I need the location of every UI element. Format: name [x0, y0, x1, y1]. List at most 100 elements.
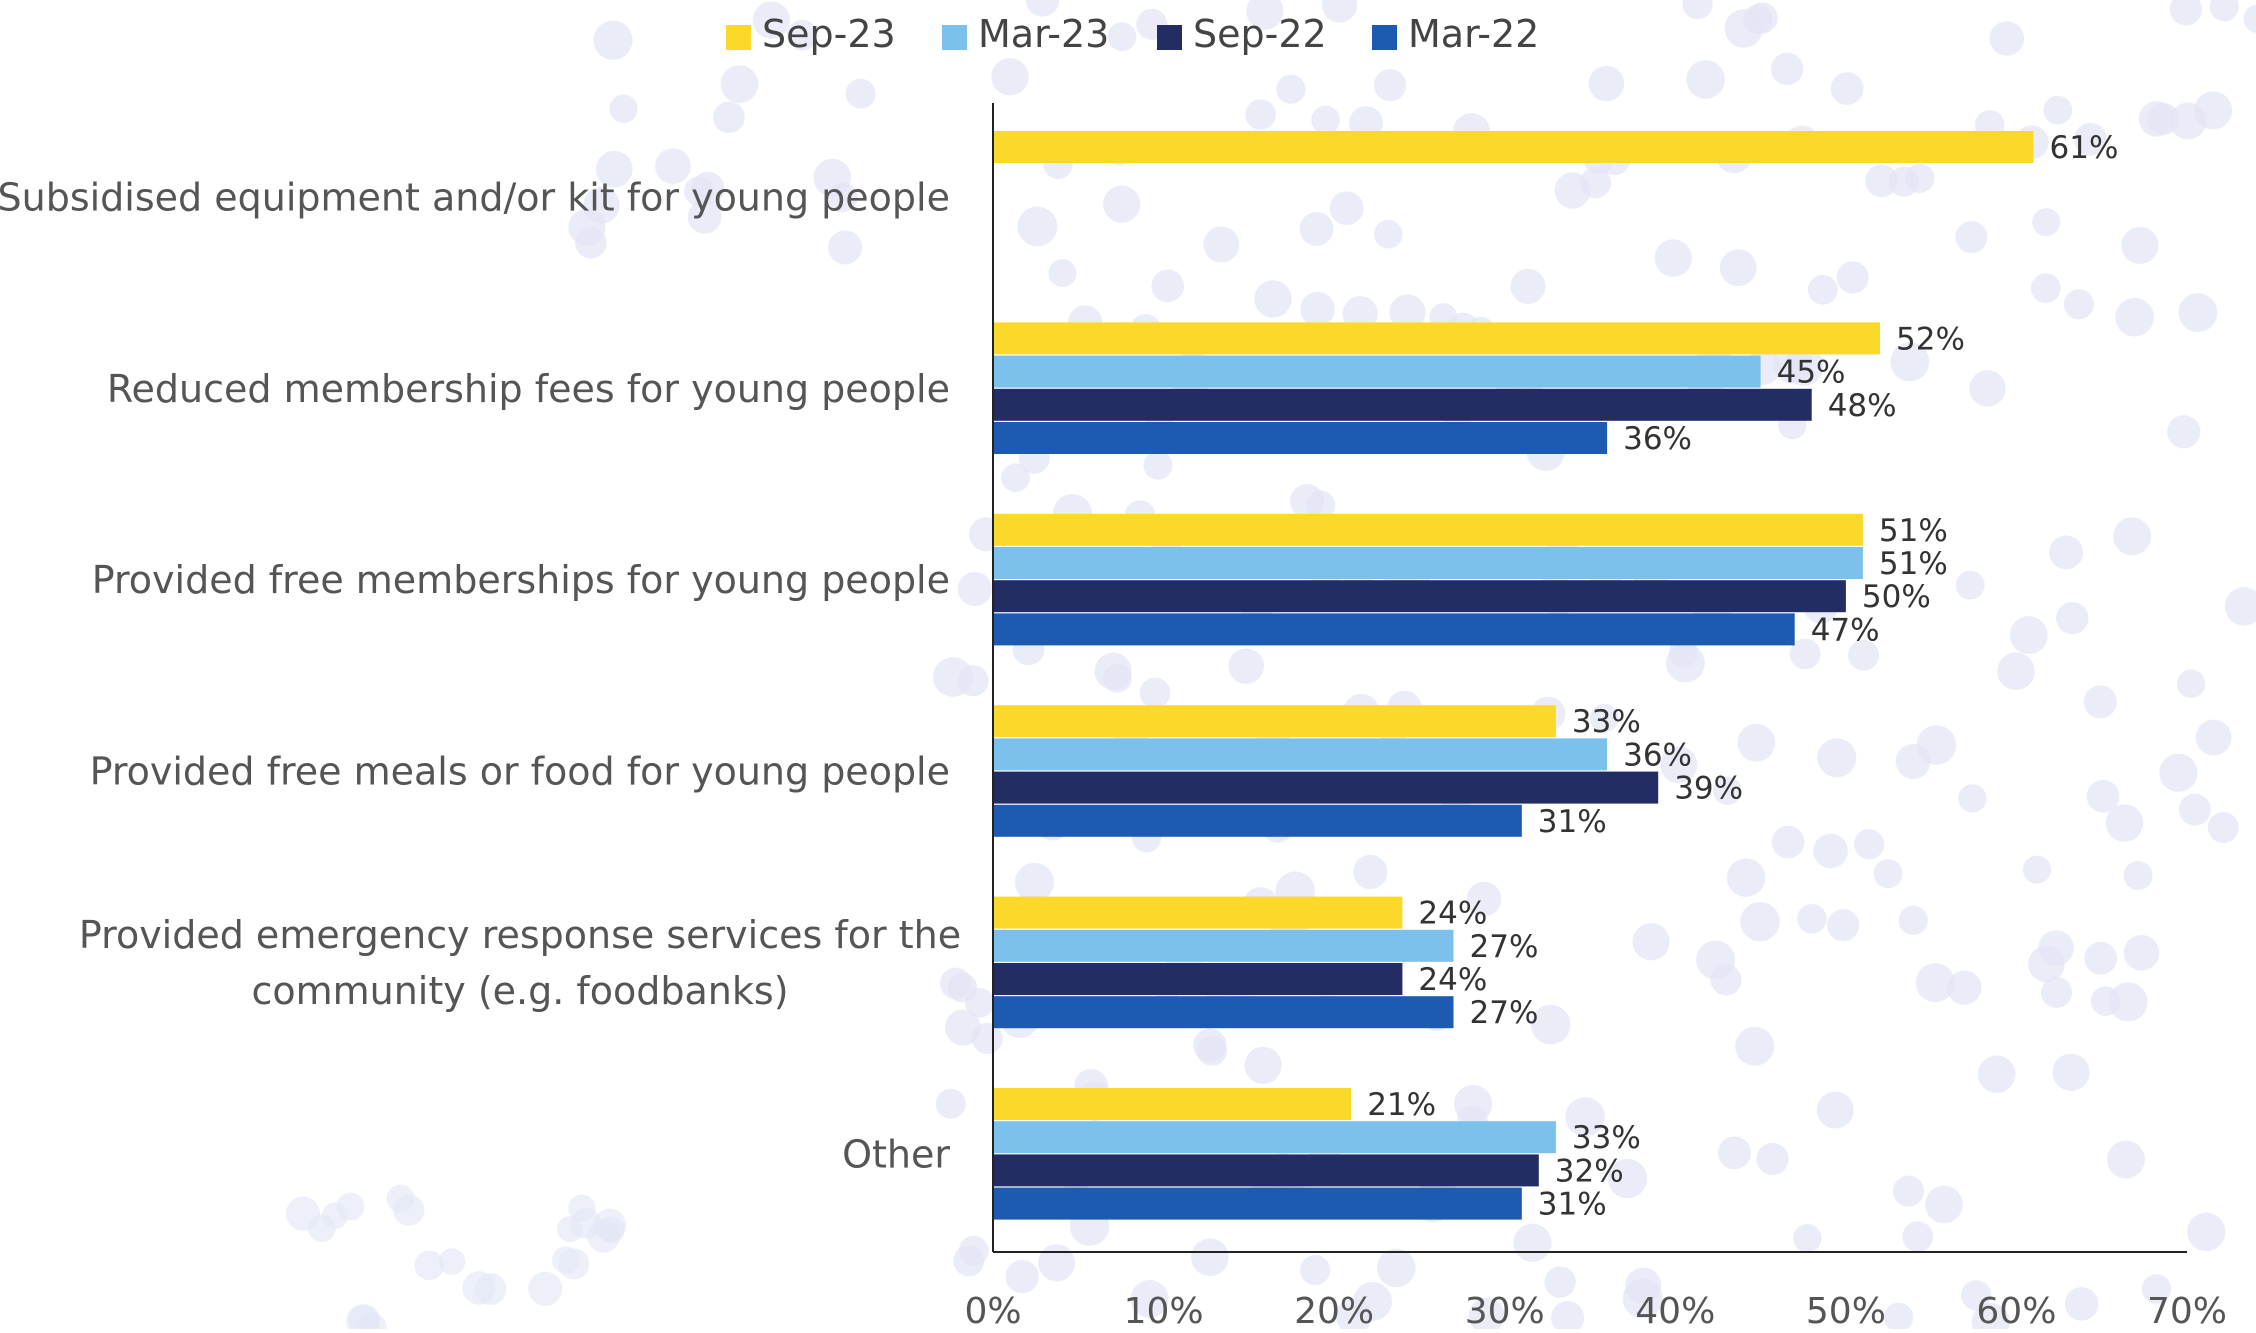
- background-dot: [2138, 101, 2175, 137]
- background-dot: [1244, 1046, 1282, 1084]
- background-dot: [2207, 812, 2239, 843]
- x-tick-label: 70%: [2147, 1291, 2227, 1329]
- background-dot: [939, 967, 972, 1000]
- bar: [993, 513, 1863, 546]
- legend-label: Sep-23: [762, 12, 896, 56]
- background-dot: [1246, 0, 1284, 30]
- background-dot: [1740, 901, 1780, 942]
- background-dot: [1737, 723, 1776, 762]
- background-dot: [684, 176, 714, 207]
- background-dot: [944, 1009, 981, 1046]
- background-dot: [1696, 940, 1736, 980]
- background-dot: [1836, 261, 1869, 294]
- background-dot: [2141, 1274, 2172, 1304]
- background-dot: [2086, 779, 2120, 813]
- background-dot: [1892, 1175, 1925, 1207]
- background-dot-pattern: [285, 0, 2256, 1333]
- bar: [993, 422, 1608, 454]
- background-dot: [1299, 211, 1334, 246]
- data-label: 52%: [1896, 321, 1965, 357]
- background-dot: [1961, 1280, 1992, 1311]
- background-dot: [1890, 342, 1930, 382]
- background-dot: [1245, 99, 1276, 130]
- background-dot: [1816, 1091, 1854, 1129]
- background-dot: [1669, 638, 1699, 668]
- background-dot: [1713, 776, 1742, 805]
- background-dot: [1377, 1248, 1416, 1288]
- background-dot: [1686, 60, 1725, 99]
- background-dot: [1551, 1301, 1585, 1333]
- background-dot: [1793, 1223, 1822, 1253]
- background-dot: [845, 78, 876, 109]
- background-dot: [1321, 0, 1358, 23]
- background-dot: [1329, 191, 1364, 225]
- background-dot: [1830, 72, 1864, 105]
- background-dot: [1902, 1221, 1934, 1253]
- data-label: 39%: [1674, 771, 1743, 807]
- background-dot: [2224, 587, 2256, 626]
- background-dot: [1955, 570, 1985, 600]
- data-label: 50%: [1862, 579, 1931, 615]
- background-dot: [1770, 52, 1804, 86]
- background-dot: [1807, 274, 1838, 305]
- background-dot: [1853, 829, 1885, 860]
- data-label: 36%: [1623, 421, 1692, 457]
- background-dot: [1724, 9, 1764, 48]
- background-dot: [1107, 22, 1137, 51]
- data-label: 47%: [1811, 612, 1880, 648]
- category-label: Provided free meals or food for young pe…: [90, 750, 950, 794]
- background-dot: [1827, 908, 1860, 942]
- data-label: 61%: [2050, 130, 2119, 166]
- background-dot: [1997, 652, 2035, 690]
- bar: [993, 388, 1812, 421]
- background-dot: [2123, 861, 2153, 891]
- background-dot: [2043, 95, 2073, 125]
- background-dot: [568, 1194, 596, 1222]
- background-dot: [655, 148, 691, 184]
- background-dot: [558, 1248, 590, 1280]
- data-label: 24%: [1418, 896, 1487, 932]
- background-dot: [2187, 1212, 2226, 1251]
- background-dot: [1865, 164, 1898, 198]
- bar: [993, 355, 1761, 388]
- background-dot: [1654, 239, 1693, 277]
- background-dot: [2073, 122, 2107, 156]
- background-dot: [2113, 517, 2152, 556]
- background-dot: [1025, 0, 1060, 17]
- background-dot: [1632, 923, 1670, 961]
- background-dot: [386, 1184, 415, 1213]
- background-dot: [1102, 663, 1132, 693]
- data-label: 31%: [1538, 1187, 1607, 1223]
- data-label: 33%: [1572, 704, 1641, 740]
- background-dot: [1565, 1097, 1605, 1137]
- bar: [993, 1088, 1352, 1120]
- background-dot: [2083, 685, 2117, 719]
- background-dot: [1969, 370, 2006, 407]
- background-dot: [1756, 1142, 1789, 1176]
- x-tick-labels: 0% 10% 20% 30% 40% 50% 60% 70%: [964, 1291, 2227, 1332]
- background-dot: [1228, 648, 1264, 684]
- background-dot: [1797, 903, 1827, 934]
- background-dot: [2032, 208, 2061, 237]
- background-dot: [1883, 1302, 1914, 1333]
- background-dot: [1989, 21, 2025, 56]
- x-tick-label: 30%: [1465, 1291, 1545, 1329]
- background-dot: [2108, 982, 2148, 1022]
- background-dot: [1789, 638, 1821, 670]
- legend-swatch: [726, 25, 751, 50]
- background-dot: [2056, 602, 2089, 635]
- background-dot: [1625, 1267, 1662, 1304]
- background-dot: [1544, 1266, 1576, 1298]
- background-dot: [1130, 1280, 1169, 1318]
- bar: [993, 896, 1403, 929]
- background-dot: [2009, 616, 2048, 655]
- bar: [993, 1154, 1539, 1187]
- background-dot: [1771, 825, 1805, 859]
- data-label: 31%: [1538, 804, 1607, 840]
- background-dot: [2052, 1053, 2090, 1091]
- background-dot: [438, 1248, 466, 1275]
- background-dot: [1005, 1259, 1039, 1294]
- background-dot: [321, 1202, 349, 1229]
- background-dot: [568, 208, 606, 246]
